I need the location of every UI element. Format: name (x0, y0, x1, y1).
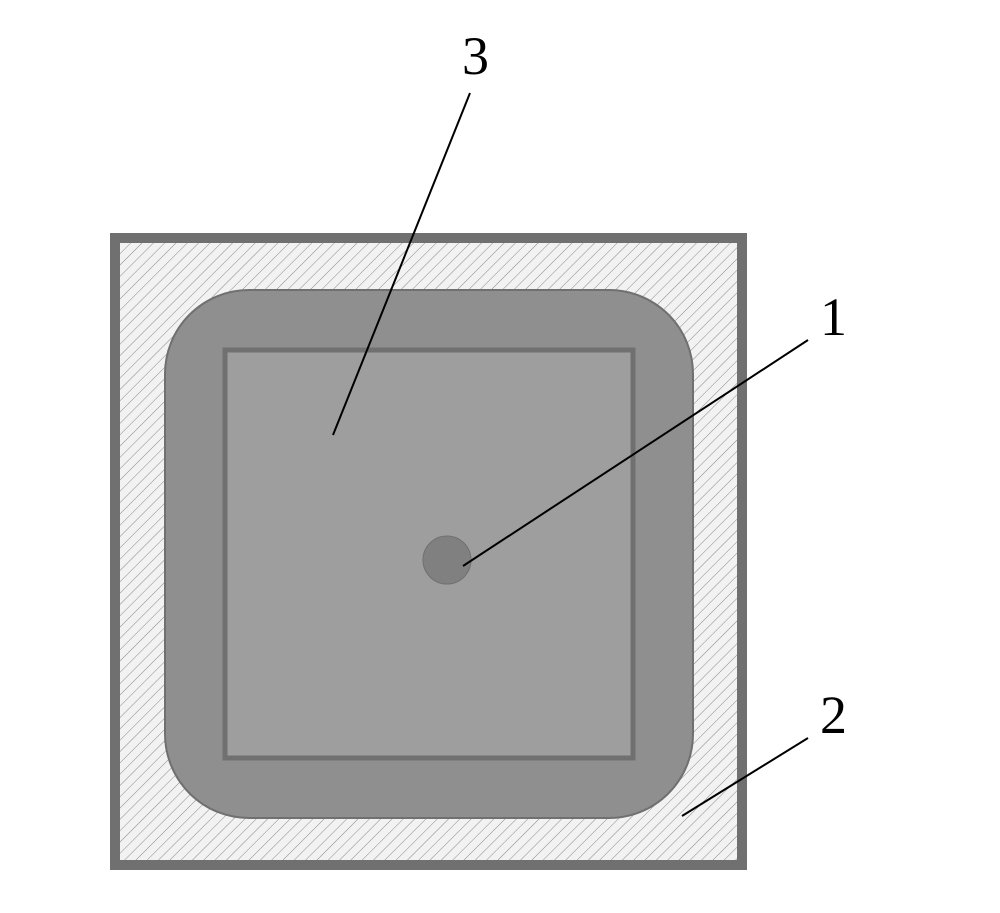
diagram-canvas: 3 1 2 (0, 0, 1000, 913)
center-circle (423, 536, 471, 584)
callout-label-3: 3 (462, 25, 489, 87)
callout-label-1: 1 (820, 286, 847, 348)
callout-label-2: 2 (820, 684, 847, 746)
diagram-svg (0, 0, 1000, 913)
